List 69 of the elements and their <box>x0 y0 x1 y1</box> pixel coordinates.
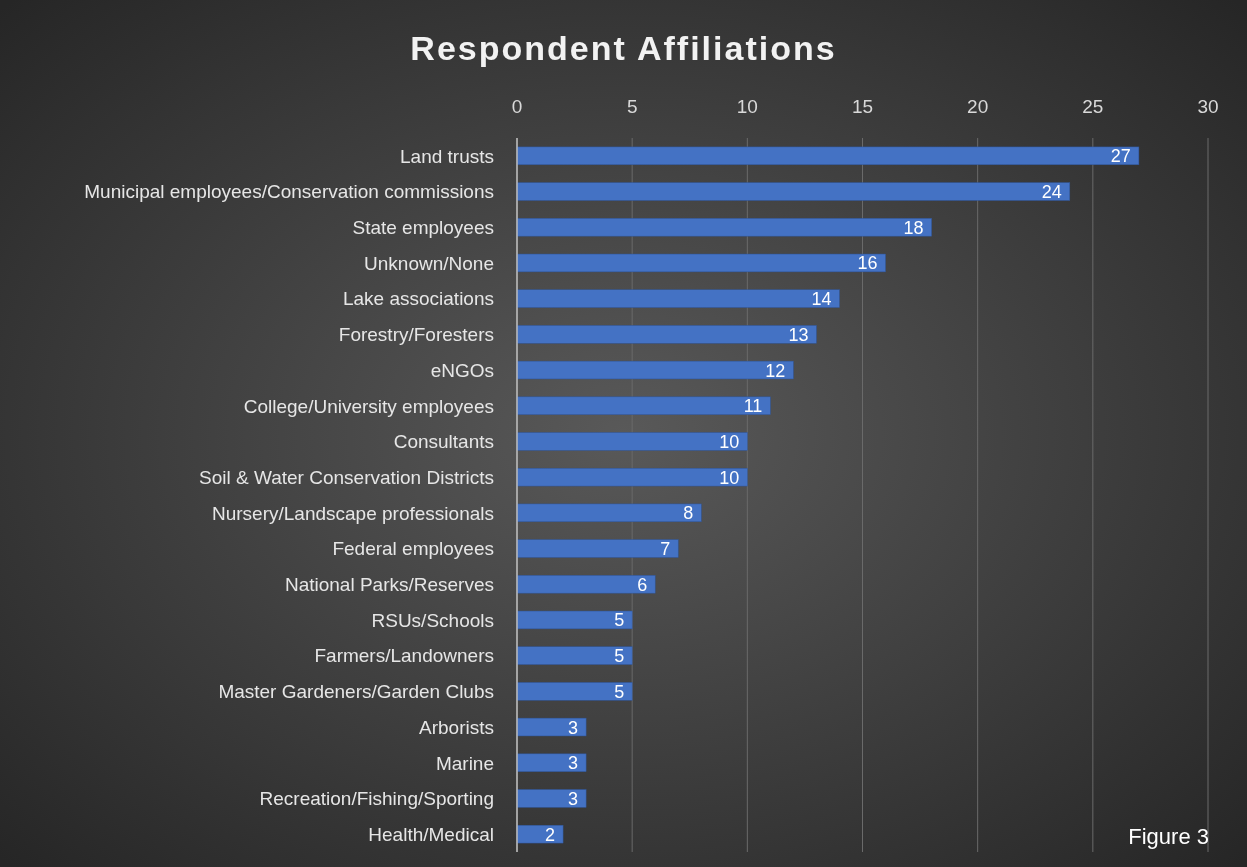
bar <box>516 539 679 558</box>
data-label: 3 <box>568 717 579 738</box>
y-tick-label: Federal employees <box>332 538 494 560</box>
data-label: 11 <box>743 396 763 417</box>
data-label: 6 <box>637 574 648 595</box>
x-tick-label: 30 <box>1197 95 1219 117</box>
y-tick-label: Soil & Water Conservation Districts <box>199 466 494 488</box>
data-label: 27 <box>1110 146 1131 167</box>
y-tick-label: Marine <box>435 752 494 774</box>
x-tick-label: 20 <box>967 95 989 117</box>
x-tick-label: 10 <box>736 95 758 117</box>
data-label: 12 <box>765 360 786 381</box>
x-tick-label: 0 <box>511 95 523 117</box>
bar <box>516 717 587 737</box>
bar <box>516 753 587 772</box>
data-label: 5 <box>614 681 625 702</box>
bar <box>516 253 886 273</box>
bar <box>516 610 633 630</box>
data-label: 16 <box>857 253 878 274</box>
data-label: 7 <box>660 539 671 560</box>
bar <box>516 182 1071 201</box>
data-label: 14 <box>811 289 832 310</box>
data-label: 5 <box>614 646 625 667</box>
data-label: 3 <box>568 788 579 809</box>
bar <box>516 325 817 344</box>
data-label: 24 <box>1041 182 1062 203</box>
bar <box>516 146 1140 166</box>
y-tick-label: Health/Medical <box>368 823 494 845</box>
data-label: 13 <box>788 324 809 345</box>
data-label: 3 <box>568 753 579 774</box>
y-tick-label: Land trusts <box>400 145 494 167</box>
y-tick-label: Lake associations <box>342 288 494 310</box>
x-tick-label: 5 <box>626 95 638 117</box>
data-label: 2 <box>545 824 556 845</box>
bar <box>516 789 587 808</box>
x-tick-label: 25 <box>1082 95 1104 117</box>
y-tick-label: Municipal employees/Conservation commissions <box>84 181 494 203</box>
y-tick-label: RSUs/Schools <box>371 609 494 631</box>
chart-title: Respondent Affiliations <box>410 29 837 67</box>
bar <box>516 432 748 451</box>
bar <box>516 360 794 380</box>
y-tick-label: Consultants <box>393 431 494 453</box>
y-tick-label: Nursery/Landscape professionals <box>212 502 494 524</box>
y-tick-label: Unknown/None <box>364 252 494 274</box>
bar <box>516 467 748 487</box>
annotation: Figure 3 <box>1128 823 1209 849</box>
y-tick-label: Master Gardeners/Garden Clubs <box>218 681 494 703</box>
data-label: 8 <box>683 503 694 524</box>
y-tick-label: Farmers/Landowners <box>314 645 494 667</box>
bar <box>516 503 702 523</box>
bar <box>516 575 656 594</box>
bar <box>516 824 564 844</box>
bar <box>516 218 932 237</box>
data-label: 5 <box>614 610 625 631</box>
bar <box>516 289 840 308</box>
y-tick-label: Arborists <box>419 716 494 738</box>
y-tick-label: National Parks/Reserves <box>284 574 494 596</box>
y-tick-label: Forestry/Foresters <box>338 324 494 346</box>
data-label: 10 <box>719 431 740 452</box>
data-label: 10 <box>719 467 740 488</box>
data-label: 18 <box>903 217 924 238</box>
bar <box>516 396 771 415</box>
bar <box>516 646 633 665</box>
y-tick-label: eNGOs <box>430 359 494 381</box>
bar <box>516 682 633 701</box>
x-tick-label: 15 <box>851 95 874 117</box>
y-tick-label: State employees <box>352 217 494 239</box>
y-tick-label: Recreation/Fishing/Sporting <box>259 788 494 810</box>
y-tick-label: College/University employees <box>243 395 494 417</box>
